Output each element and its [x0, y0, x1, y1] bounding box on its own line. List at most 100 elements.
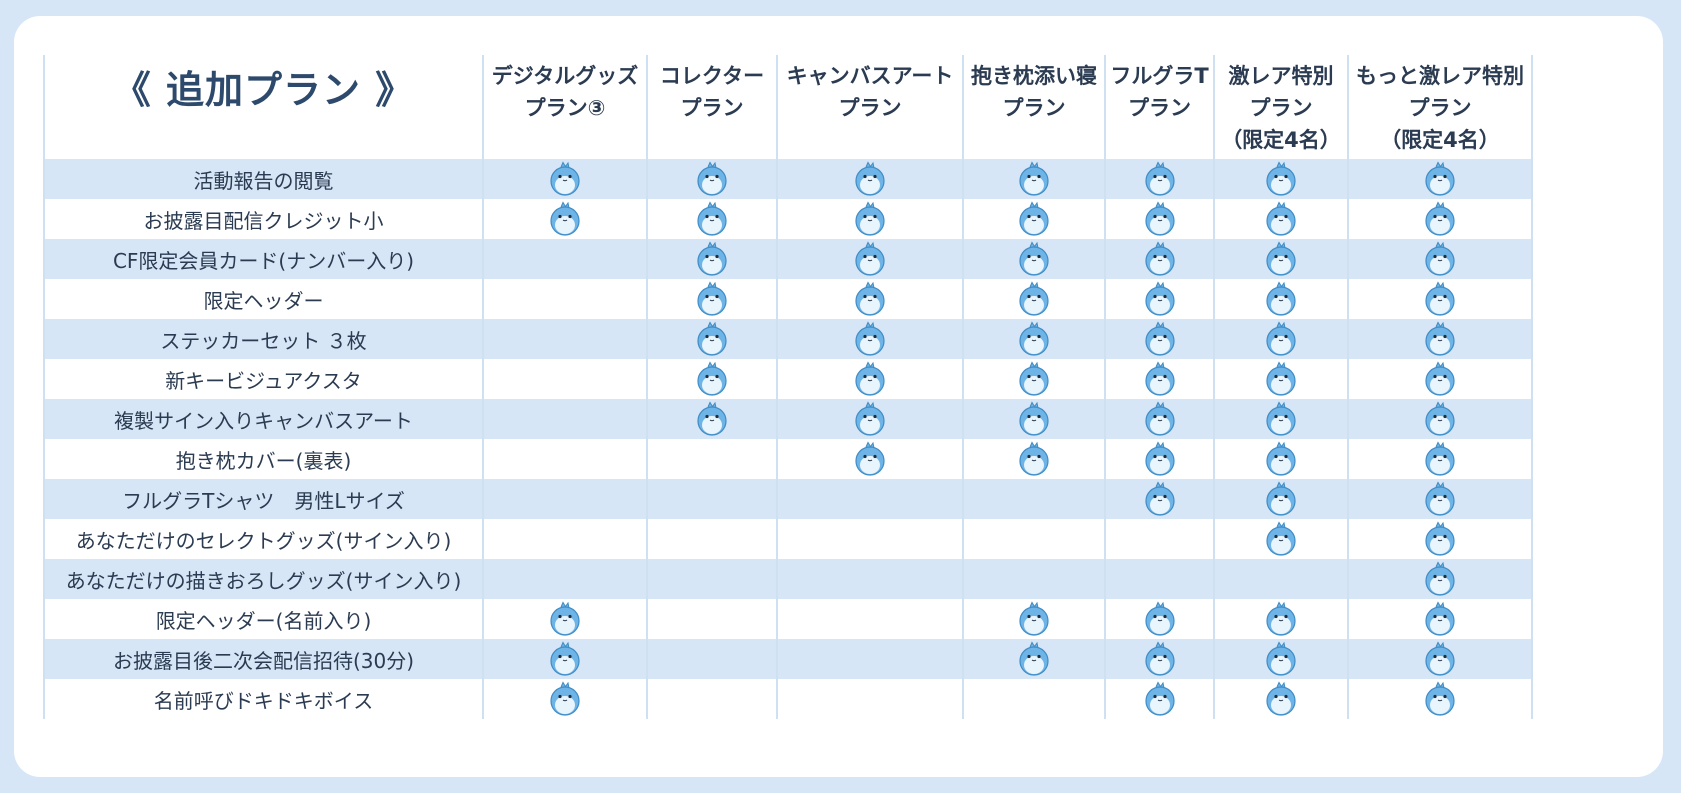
plan-cell: [1104, 639, 1215, 679]
plan-name: もっと激レア特別 プラン （限定4名）: [1356, 64, 1524, 152]
plan-cell: [646, 279, 778, 319]
mascot-icon: [1425, 641, 1455, 676]
plan-cell: [962, 279, 1106, 319]
plan-cell: [1347, 199, 1533, 239]
mascot-icon: [1144, 481, 1175, 516]
mascot-icon: [1144, 161, 1175, 196]
plan-header: 抱き枕添い寝 プラン: [962, 55, 1106, 159]
feature-label: お披露目後二次会配信招待(30分): [43, 639, 484, 679]
feature-label: ステッカーセット ３枚: [43, 319, 484, 359]
plan-cell: [1104, 479, 1215, 519]
plan-cell: [1104, 599, 1215, 639]
plan-cell: [482, 679, 648, 719]
feature-label: お披露目配信クレジット小: [43, 199, 484, 239]
plan-cell: [646, 559, 778, 599]
plan-cell: [646, 399, 778, 439]
plan-cell: [482, 319, 648, 359]
mascot-icon: [1425, 441, 1455, 476]
plan-cell: [646, 639, 778, 679]
plan-cell: [776, 479, 964, 519]
plan-cell: [482, 439, 648, 479]
mascot-icon: [1144, 601, 1175, 636]
plan-cell: [482, 519, 648, 559]
plan-cell: [1213, 559, 1349, 599]
plan-cell: [962, 599, 1106, 639]
plan-cell: [1213, 199, 1349, 239]
plan-cell: [1347, 679, 1533, 719]
plan-cell: [776, 559, 964, 599]
mascot-icon: [1266, 361, 1296, 396]
plan-cell: [962, 679, 1106, 719]
mascot-icon: [1019, 201, 1049, 236]
plan-name: 激レア特別 プラン （限定4名）: [1221, 64, 1341, 152]
mascot-icon: [550, 641, 580, 676]
mascot-icon: [1266, 401, 1296, 436]
mascot-icon: [855, 361, 885, 396]
mascot-icon: [697, 241, 727, 276]
feature-label: あなただけのセレクトグッズ(サイン入り): [43, 519, 484, 559]
mascot-icon: [1425, 361, 1455, 396]
mascot-icon: [1425, 561, 1455, 596]
plan-cell: [776, 639, 964, 679]
plan-cell: [1104, 519, 1215, 559]
plan-cell: [962, 319, 1106, 359]
plan-cell: [1213, 639, 1349, 679]
feature-label: フルグラTシャツ 男性Lサイズ: [43, 479, 484, 519]
mascot-icon: [855, 401, 885, 436]
plan-cell: [962, 359, 1106, 399]
header-row: 《 追加プラン 》 デジタルグッズ プラン③ コレクター プラン キャンバスアー…: [43, 55, 1533, 159]
feature-label: 名前呼びドキドキボイス: [43, 679, 484, 719]
mascot-icon: [1144, 441, 1175, 476]
table-row: 新キービジュアクスタ: [43, 359, 1533, 399]
table-row: あなただけのセレクトグッズ(サイン入り): [43, 519, 1533, 559]
plan-cell: [1347, 519, 1533, 559]
feature-label: 限定ヘッダー(名前入り): [43, 599, 484, 639]
plan-cell: [646, 359, 778, 399]
plan-cell: [776, 679, 964, 719]
plan-header: フルグラT プラン: [1104, 55, 1215, 159]
mascot-icon: [1425, 481, 1455, 516]
plan-header: キャンバスアート プラン: [776, 55, 964, 159]
plan-cell: [962, 199, 1106, 239]
page-title: 《 追加プラン 》: [112, 68, 415, 112]
plan-cell: [962, 519, 1106, 559]
mascot-icon: [855, 201, 885, 236]
plan-cell: [1347, 559, 1533, 599]
plan-cell: [1213, 599, 1349, 639]
mascot-icon: [1425, 161, 1455, 196]
plan-cell: [482, 279, 648, 319]
mascot-icon: [1019, 161, 1049, 196]
mascot-icon: [855, 441, 885, 476]
plan-cell: [646, 519, 778, 559]
plan-header: デジタルグッズ プラン③: [482, 55, 648, 159]
table-row: お披露目後二次会配信招待(30分): [43, 639, 1533, 679]
plan-cell: [1213, 239, 1349, 279]
table-row: 名前呼びドキドキボイス: [43, 679, 1533, 719]
plan-cell: [1347, 479, 1533, 519]
plan-cell: [1104, 239, 1215, 279]
plan-cell: [482, 359, 648, 399]
mascot-icon: [1266, 641, 1296, 676]
plan-cell: [482, 199, 648, 239]
plan-cell: [1213, 279, 1349, 319]
mascot-icon: [1266, 161, 1296, 196]
plan-cell: [1104, 359, 1215, 399]
plan-cell: [776, 319, 964, 359]
mascot-icon: [550, 161, 580, 196]
mascot-icon: [1425, 601, 1455, 636]
mascot-icon: [1144, 241, 1175, 276]
plan-cell: [646, 479, 778, 519]
plan-cell: [646, 199, 778, 239]
plan-cell: [482, 559, 648, 599]
plan-header: もっと激レア特別 プラン （限定4名）: [1347, 55, 1533, 159]
plan-cell: [1347, 239, 1533, 279]
plan-cell: [1347, 159, 1533, 199]
plan-cell: [646, 159, 778, 199]
mascot-icon: [550, 601, 580, 636]
plan-name: デジタルグッズ プラン③: [491, 64, 639, 120]
plan-cell: [1213, 519, 1349, 559]
plan-cell: [776, 359, 964, 399]
table-row: あなただけの描きおろしグッズ(サイン入り): [43, 559, 1533, 599]
plan-cell: [1347, 279, 1533, 319]
mascot-icon: [1019, 321, 1049, 356]
